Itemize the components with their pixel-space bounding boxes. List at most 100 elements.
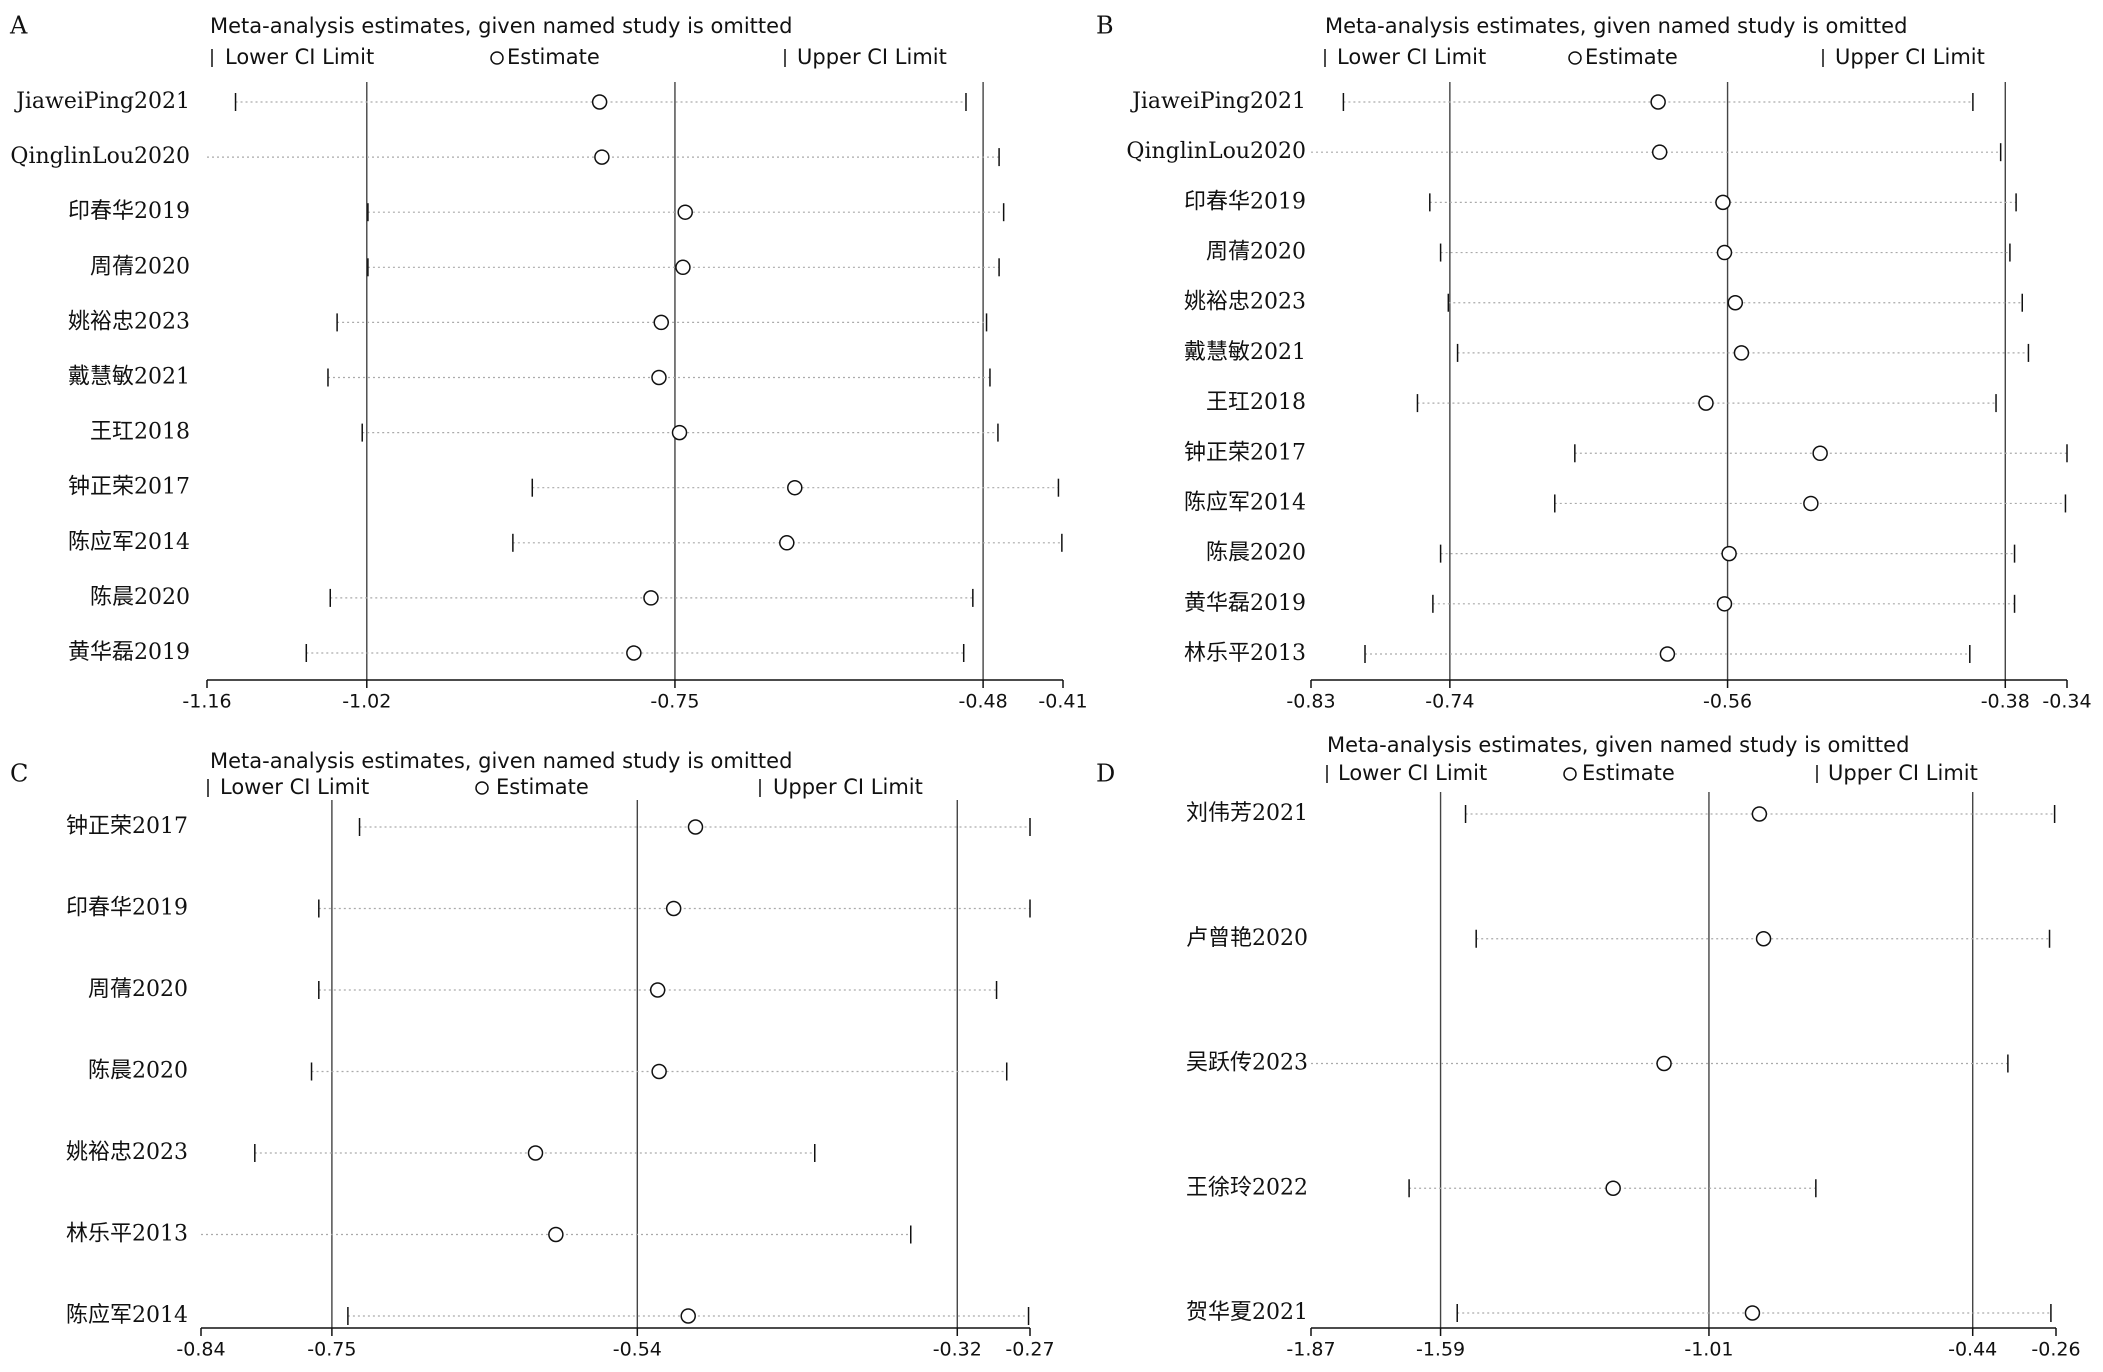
category-label: 印春华2019 (68, 199, 190, 224)
legend-label: Estimate (1582, 761, 1675, 785)
category-label: 印春华2019 (1184, 189, 1306, 214)
category-label: QinglinLou2020 (1126, 139, 1306, 164)
panel-label: D (1096, 760, 1115, 788)
category-label: 林乐平2013 (66, 1222, 188, 1247)
x-tick-label: -1.59 (1416, 1339, 1465, 1361)
category-label: 钟正荣2017 (66, 814, 188, 839)
estimate (671, 424, 688, 441)
x-tick-label: -0.75 (650, 691, 699, 713)
estimate (1727, 294, 1744, 311)
estimate (1733, 345, 1750, 361)
estimate (649, 982, 666, 998)
category-label: 戴慧敏2021 (68, 365, 190, 390)
estimate (1651, 144, 1668, 160)
estimate (1605, 1180, 1621, 1196)
estimate (1721, 545, 1737, 562)
legend-label: Estimate (496, 775, 589, 799)
estimate (1698, 395, 1714, 411)
chart-title: Meta-analysis estimates, given named stu… (210, 749, 792, 773)
estimate (779, 535, 795, 551)
category-label: 王玒2018 (90, 420, 190, 445)
estimate (651, 369, 667, 386)
category-label: JiaweiPing2021 (14, 89, 190, 114)
legend-label: Estimate (1585, 45, 1678, 69)
estimate (594, 149, 610, 165)
estimate (1755, 931, 1772, 947)
category-label: 钟正荣2017 (68, 475, 190, 500)
panel-label: A (9, 12, 28, 40)
x-tick-label: -0.27 (1005, 1339, 1054, 1361)
estimate (626, 645, 642, 661)
category-label: 戴慧敏2021 (1184, 340, 1306, 365)
x-tick-label: -1.02 (342, 691, 391, 713)
x-tick-label: -0.83 (1286, 691, 1335, 713)
estimate (687, 819, 704, 835)
estimate (548, 1226, 564, 1243)
category-label: 周蒨2020 (1206, 240, 1306, 265)
category-label: 卢曾艳2020 (1186, 926, 1308, 951)
estimate (643, 590, 659, 606)
category-label: 王玒2018 (1206, 390, 1306, 415)
legend-label: Lower CI Limit (220, 775, 369, 799)
estimate (653, 314, 670, 331)
category-label: 印春华2019 (66, 896, 188, 921)
category-label: 贺华夏2021 (1186, 1300, 1308, 1325)
category-label: 陈晨2020 (90, 585, 190, 610)
legend-label: Lower CI Limit (1337, 45, 1486, 69)
category-label: 周蒨2020 (88, 977, 188, 1002)
x-tick-label: -0.48 (959, 691, 1008, 713)
category-label: 黄华磊2019 (68, 640, 190, 665)
x-tick-label: -0.54 (613, 1339, 662, 1361)
estimate (665, 900, 682, 917)
category-label: 陈晨2020 (1206, 541, 1306, 566)
estimate (787, 479, 803, 496)
x-tick-label: -1.16 (182, 691, 231, 713)
category-label: 周蒨2020 (90, 254, 190, 279)
category-label: 钟正荣2017 (1184, 440, 1306, 465)
estimate (1803, 495, 1819, 512)
estimate (1659, 646, 1676, 662)
estimate (675, 259, 691, 276)
category-label: 姚裕忠2023 (1184, 290, 1306, 315)
category-label: 陈应军2014 (68, 530, 190, 555)
estimate (1650, 94, 1666, 110)
category-label: QinglinLou2020 (10, 144, 190, 169)
category-label: 林乐平2013 (1184, 641, 1306, 666)
category-label: 王徐玲2022 (1186, 1175, 1308, 1200)
legend-label: Lower CI Limit (1338, 761, 1487, 785)
legend-label: Upper CI Limit (1828, 761, 1978, 785)
estimate (1715, 194, 1731, 211)
estimate (1744, 1305, 1761, 1321)
estimate (680, 1308, 696, 1324)
legend-label: Upper CI Limit (773, 775, 923, 799)
legend-label: Lower CI Limit (225, 45, 374, 69)
panel-label: C (10, 760, 28, 788)
estimate (1656, 1055, 1672, 1072)
estimate (1751, 806, 1768, 822)
panel-label: B (1096, 12, 1114, 40)
x-tick-label: -0.41 (1038, 691, 1087, 713)
category-label: 陈应军2014 (1184, 490, 1306, 515)
category-label: 吴跃传2023 (1186, 1051, 1308, 1076)
category-label: 黄华磊2019 (1184, 591, 1306, 616)
category-label: JiaweiPing2021 (1130, 89, 1306, 114)
legend-label: Estimate (507, 45, 600, 69)
legend-label: Upper CI Limit (797, 45, 947, 69)
category-label: 刘伟芳2021 (1186, 801, 1308, 826)
x-tick-label: -0.44 (1948, 1339, 1997, 1361)
x-tick-label: -0.56 (1703, 691, 1752, 713)
estimate (1812, 445, 1828, 462)
x-tick-label: -0.74 (1425, 691, 1474, 713)
estimate (591, 94, 608, 110)
category-label: 姚裕忠2023 (66, 1140, 188, 1165)
x-tick-label: -0.75 (307, 1339, 356, 1361)
estimate (1716, 596, 1733, 612)
category-label: 陈晨2020 (88, 1059, 188, 1084)
chart-title: Meta-analysis estimates, given named stu… (1325, 14, 1907, 38)
x-tick-label: -0.84 (176, 1339, 225, 1361)
estimate (1716, 244, 1733, 261)
x-tick-label: -0.26 (2031, 1339, 2080, 1361)
x-tick-label: -0.34 (2042, 691, 2091, 713)
x-tick-label: -0.38 (1981, 691, 2030, 713)
legend-marker (490, 51, 504, 65)
